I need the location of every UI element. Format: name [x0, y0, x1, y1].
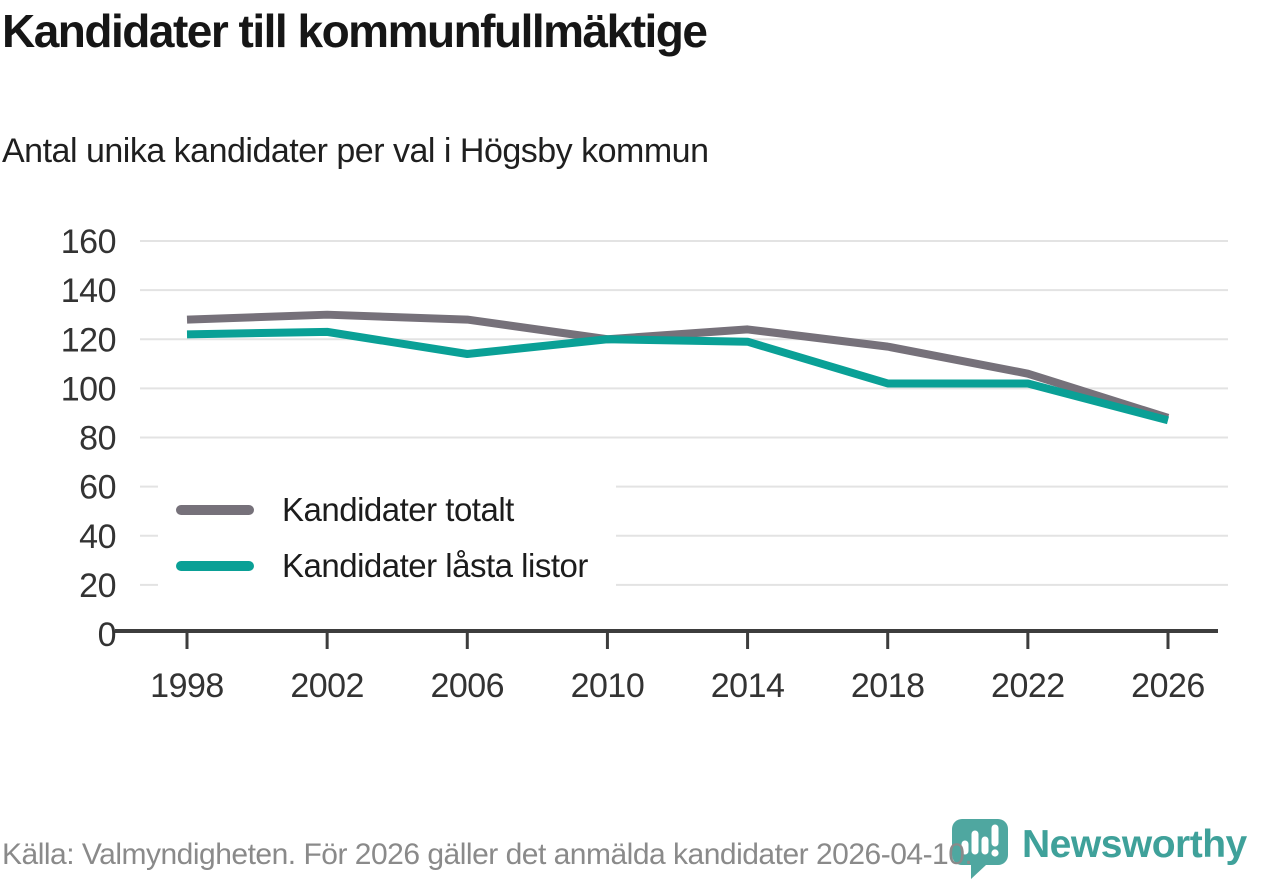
legend: Kandidater totalt Kandidater låsta listo…	[158, 478, 616, 602]
y-tick-label: 20	[79, 567, 116, 605]
legend-item-locked: Kandidater låsta listor	[176, 538, 588, 594]
x-tick-label: 2002	[290, 667, 364, 705]
source-note: Källa: Valmyndigheten. För 2026 gäller d…	[2, 838, 973, 871]
chart-subtitle: Antal unika kandidater per val i Högsby …	[2, 132, 709, 170]
x-tick-label: 2006	[430, 667, 504, 705]
gridlines	[140, 240, 1228, 586]
y-tick-label: 120	[61, 321, 116, 359]
y-tick-label: 100	[61, 370, 116, 408]
legend-label-locked: Kandidater låsta listor	[282, 547, 588, 584]
y-tick-labels: 0 20 40 60 80 100 120 140 160	[61, 223, 117, 654]
x-tick-label: 1998	[150, 667, 224, 705]
y-tick-label: 40	[79, 518, 116, 556]
y-tick-label: 60	[79, 469, 116, 507]
x-tick-label: 2022	[991, 667, 1065, 705]
legend-swatch-total	[176, 505, 254, 515]
series-line-total	[186, 310, 1170, 422]
newsworthy-logo-text: Newsworthy	[1022, 823, 1247, 866]
x-tick-labels: 1998 2002 2006 2010 2014 2018 2022 2026	[150, 667, 1205, 705]
newsworthy-logo-icon	[952, 819, 1008, 879]
y-tick-label: 140	[61, 272, 116, 310]
y-tick-label: 80	[79, 420, 116, 458]
series-line-locked	[186, 327, 1170, 425]
legend-item-total: Kandidater totalt	[176, 482, 588, 538]
x-tick-label: 2010	[571, 667, 645, 705]
x-tick-label: 2014	[711, 667, 785, 705]
x-tick-label: 2018	[851, 667, 925, 705]
legend-swatch-locked	[176, 561, 254, 571]
chart-title: Kandidater till kommunfullmäktige	[2, 5, 708, 57]
newsworthy-logo: Newsworthy	[950, 813, 1247, 879]
y-tick-label: 0	[98, 616, 116, 654]
y-tick-label: 160	[61, 223, 116, 261]
legend-label-total: Kandidater totalt	[282, 491, 514, 528]
x-axis-ticks	[185, 633, 1170, 649]
x-tick-label: 2026	[1131, 667, 1205, 705]
